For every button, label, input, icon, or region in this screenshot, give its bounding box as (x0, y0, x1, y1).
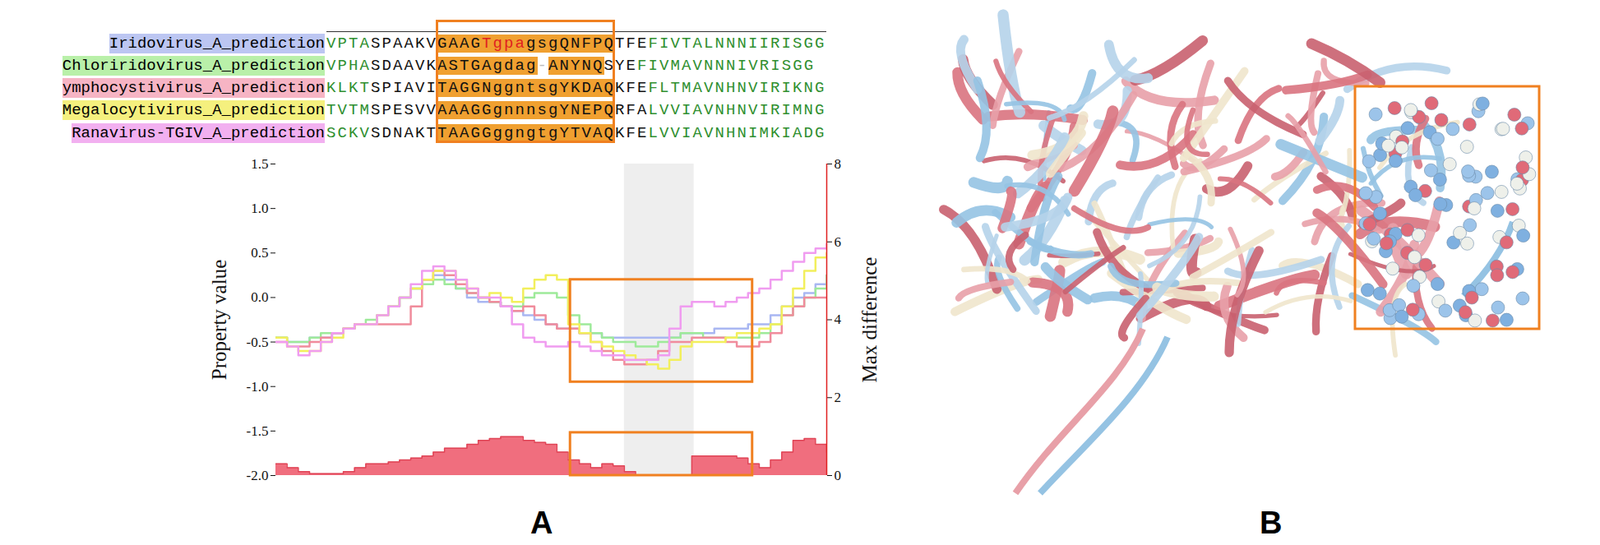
html-text:Megalocytivirus_A_prediction T: Megalocytivirus_A_prediction TVTM SPESVV… (62, 101, 826, 120)
svg-text:-2.0: -2.0 (246, 467, 269, 484)
svg-text:Property value: Property value (208, 259, 231, 380)
svg-text:-0.5: -0.5 (246, 334, 269, 351)
svg-text:0: 0 (834, 467, 842, 484)
html-text:B: B (1259, 505, 1283, 541)
svg-text:2: 2 (834, 389, 842, 406)
svg-text:-1.5: -1.5 (246, 423, 269, 440)
html-text:Iridovirus_A_prediction VPTA S: Iridovirus_A_prediction VPTA SPAAKV GAAG… (109, 34, 826, 53)
svg-text:0.5: 0.5 (250, 245, 269, 261)
svg-text:1.0: 1.0 (250, 200, 269, 217)
html-text:ymphocystivirus_A_prediction K: ymphocystivirus_A_prediction KLKT SPIAVI… (62, 78, 826, 98)
svg-text:8: 8 (834, 156, 842, 172)
svg-text:6: 6 (834, 234, 842, 250)
svg-text:-1.0: -1.0 (246, 379, 269, 395)
svg-text:4: 4 (834, 311, 842, 328)
html-text:Ranavirus-TGIV_A_prediction SC: Ranavirus-TGIV_A_prediction SCKV SDNAKT … (71, 124, 826, 143)
html-text:Chloriridovirus_A_prediction V: Chloriridovirus_A_prediction VPHA SDAAVK… (62, 56, 815, 75)
svg-text:Max difference: Max difference (858, 257, 881, 384)
svg-text:0.0: 0.0 (250, 289, 269, 306)
svg-text:1.5: 1.5 (250, 156, 269, 172)
html-text:A: A (530, 505, 553, 541)
